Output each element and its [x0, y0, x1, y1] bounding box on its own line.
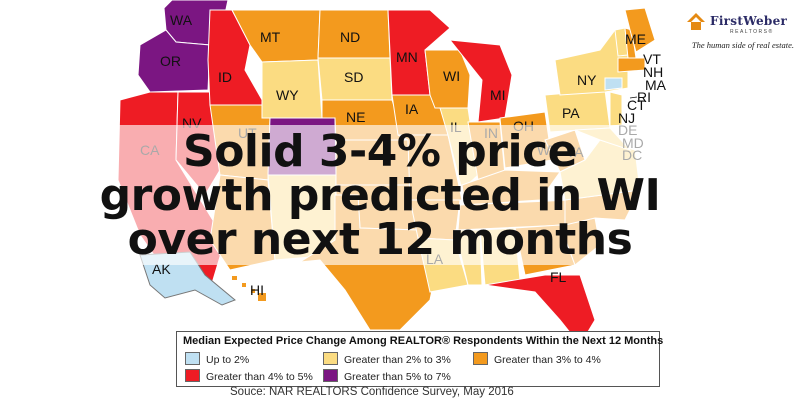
label-ne: NE	[346, 109, 365, 125]
label-ma: MA	[645, 77, 667, 93]
label-me: ME	[625, 31, 646, 47]
logo-name: FirstWeber	[710, 14, 788, 28]
ri-leader-line	[629, 96, 638, 99]
label-fl: FL	[550, 269, 567, 285]
label-nd: ND	[340, 29, 360, 45]
label-wy: WY	[276, 87, 299, 103]
label-id: ID	[218, 69, 232, 85]
legend-item-4-to-5: Greater than 4% to 5%	[185, 369, 313, 383]
legend-title: Median Expected Price Change Among REALT…	[183, 335, 664, 347]
label-ak: AK	[152, 261, 171, 277]
state-me	[624, 7, 656, 53]
source-note: Souce: NAR REALTORS Confidence Survey, M…	[230, 386, 514, 398]
label-pa: PA	[562, 105, 580, 121]
legend: Median Expected Price Change Among REALT…	[176, 331, 664, 387]
legend-swatch	[185, 352, 200, 365]
state-ma	[617, 57, 646, 73]
legend-label: Up to 2%	[206, 354, 250, 366]
label-hi: HI	[250, 282, 264, 298]
legend-item-up-to-2: Up to 2%	[185, 352, 249, 366]
firstweber-logo: FirstWeber REALTORS® The human side of r…	[672, 10, 794, 55]
legend-label: Greater than 5% to 7%	[344, 371, 451, 383]
state-hi	[232, 276, 266, 301]
label-ia: IA	[405, 101, 419, 117]
label-sd: SD	[344, 69, 363, 85]
logo-tagline: The human side of real estate.	[691, 40, 794, 50]
headline: Solid 3-4% price growth predicted in WI …	[70, 130, 690, 262]
legend-swatch	[323, 369, 338, 382]
label-vt: VT	[643, 51, 661, 67]
state-ct	[604, 77, 623, 91]
legend-item-2-to-3: Greater than 2% to 3%	[323, 352, 451, 366]
headline-line-2: growth predicted in WI	[99, 170, 661, 221]
legend-item-3-to-4: Greater than 3% to 4%	[473, 352, 601, 366]
legend-swatch	[473, 352, 488, 365]
label-wa: WA	[170, 12, 193, 28]
legend-swatch	[323, 352, 338, 365]
label-mt: MT	[260, 29, 281, 45]
label-ct: CT	[627, 97, 646, 113]
label-ny: NY	[577, 72, 597, 88]
label-or: OR	[160, 53, 181, 69]
legend-swatch	[185, 369, 200, 382]
label-mi: MI	[490, 87, 506, 103]
house-icon	[687, 13, 705, 30]
headline-line-3: over next 12 months	[127, 214, 633, 265]
label-wi: WI	[443, 68, 460, 84]
headline-banner	[0, 125, 800, 265]
legend-item-5-to-7: Greater than 5% to 7%	[323, 369, 451, 383]
label-nj: NJ	[618, 110, 635, 126]
legend-label: Greater than 3% to 4%	[494, 354, 601, 366]
headline-line-1: Solid 3-4% price	[183, 126, 578, 177]
legend-label: Greater than 4% to 5%	[206, 371, 313, 383]
label-nh: NH	[643, 64, 663, 80]
logo-sub: REALTORS®	[730, 29, 774, 35]
label-ri: RI	[637, 89, 651, 105]
label-mn: MN	[396, 49, 418, 65]
legend-label: Greater than 2% to 3%	[344, 354, 451, 366]
